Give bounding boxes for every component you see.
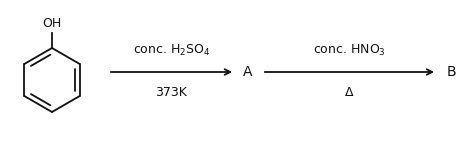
Text: 373K: 373K <box>155 86 187 99</box>
Text: OH: OH <box>42 17 62 30</box>
Text: A: A <box>243 65 253 79</box>
Text: Δ: Δ <box>345 86 354 99</box>
Text: conc. H$_2$SO$_4$: conc. H$_2$SO$_4$ <box>133 43 210 58</box>
Text: B: B <box>447 65 456 79</box>
Text: conc. HNO$_3$: conc. HNO$_3$ <box>313 43 386 58</box>
